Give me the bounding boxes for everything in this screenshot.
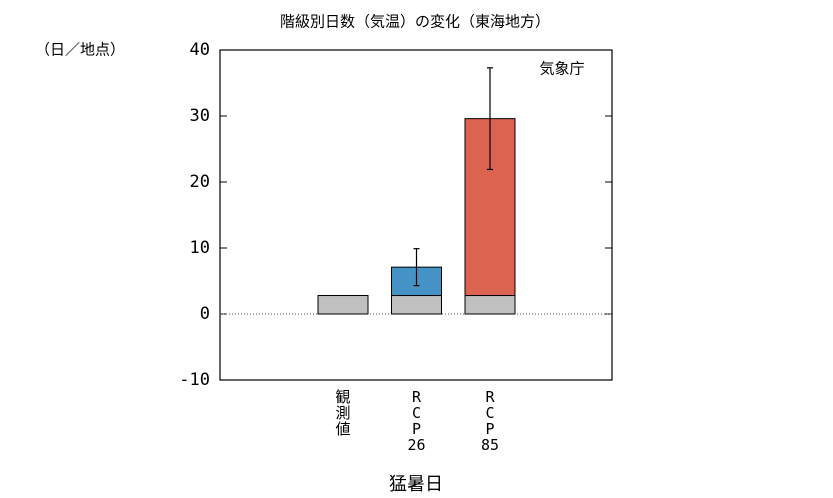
bar-segment xyxy=(317,295,369,315)
x-tick-label: 観測値 xyxy=(335,388,350,438)
y-tick-label: 40 xyxy=(190,40,210,60)
y-tick-label: 20 xyxy=(190,172,210,192)
bar-segment xyxy=(391,295,442,315)
error-bar xyxy=(413,248,420,287)
y-tick-label: 30 xyxy=(190,106,210,126)
y-tick-label: -10 xyxy=(179,370,210,390)
y-tick-label: 10 xyxy=(190,238,210,258)
x-tick-label: R C P 26 xyxy=(407,388,425,454)
x-axis-label: 猛暑日 xyxy=(389,474,443,495)
error-bar xyxy=(487,67,493,171)
chart-title: 階級別日数（気温）の変化（東海地方） xyxy=(280,13,550,31)
x-tick-label: R C P 85 xyxy=(481,388,499,454)
y-unit: （日／地点） xyxy=(35,41,125,59)
y-tick-label: 0 xyxy=(200,304,210,324)
plot-frame xyxy=(219,49,613,381)
annotation: 気象庁 xyxy=(539,60,584,78)
bar-segment xyxy=(464,295,516,315)
